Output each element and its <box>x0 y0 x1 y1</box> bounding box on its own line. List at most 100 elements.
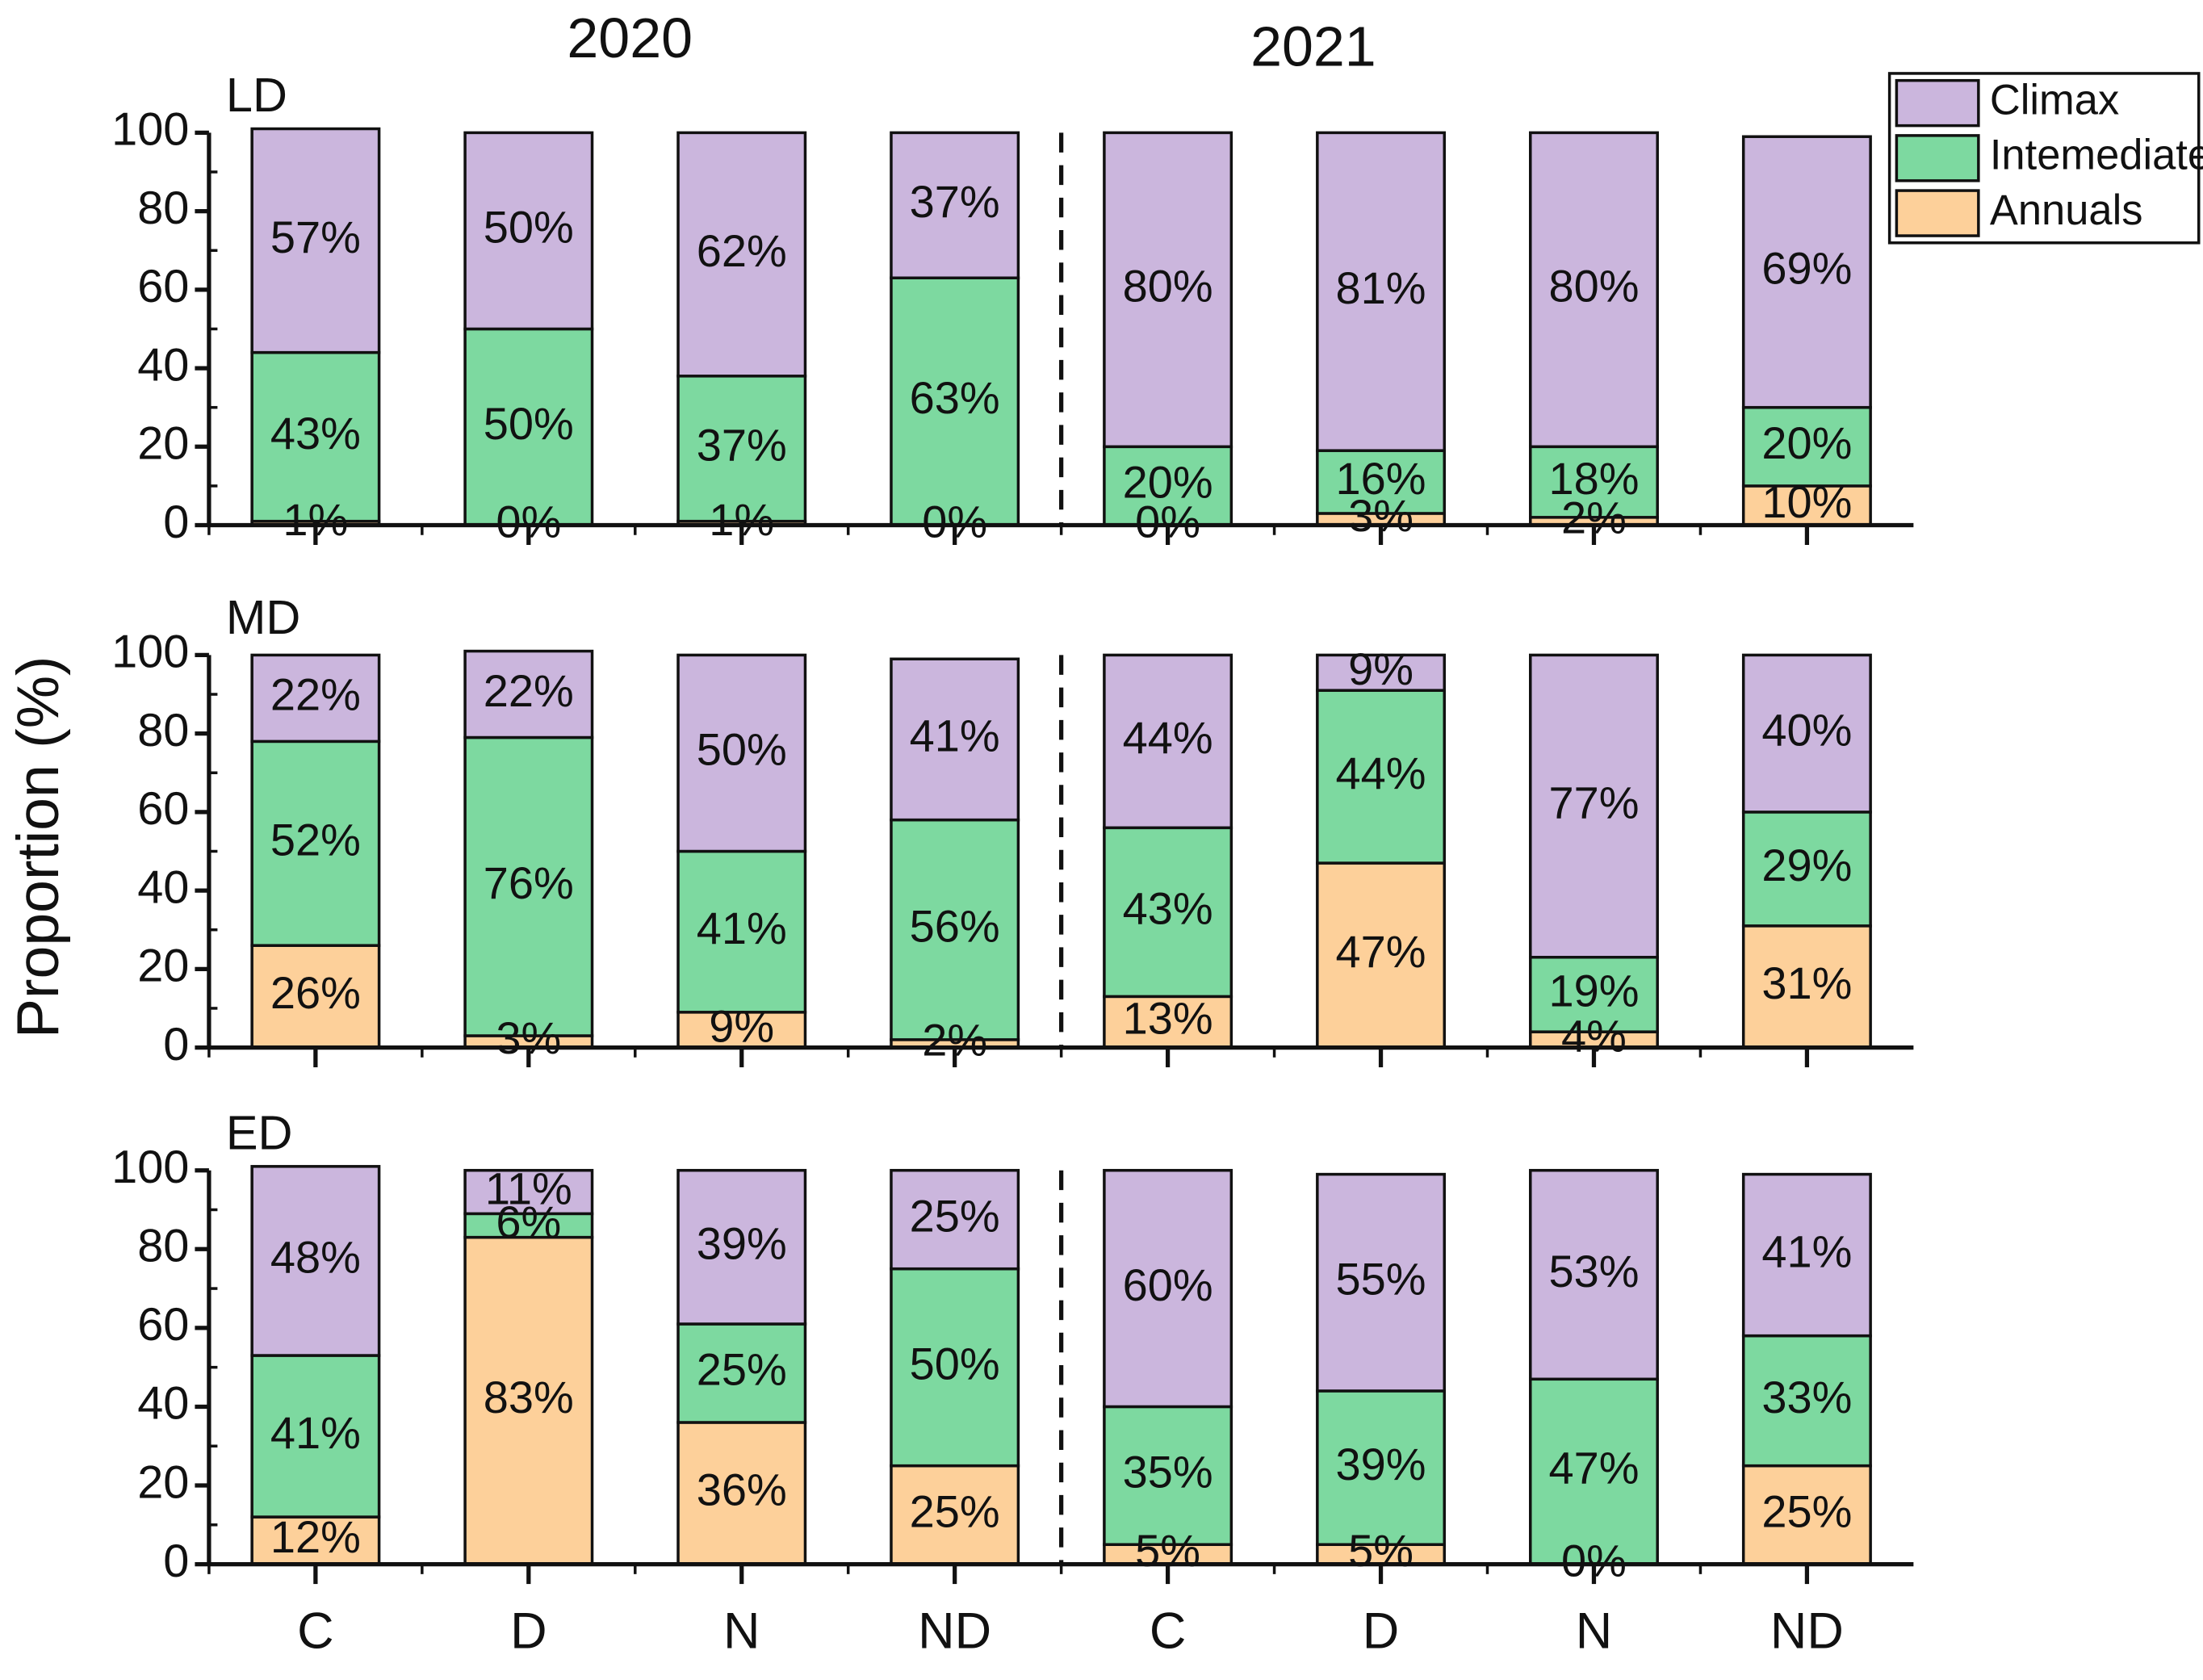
group-label: 2021 <box>1250 15 1376 78</box>
x-tick-label: ND <box>918 1603 991 1660</box>
data-label: 22% <box>484 665 574 716</box>
y-tick-label: 0 <box>163 1019 189 1070</box>
bar-segment <box>463 1168 594 1216</box>
x-tick-label: C <box>297 1603 333 1660</box>
data-label: 47% <box>1336 926 1426 977</box>
bar-segment <box>1316 1389 1447 1546</box>
legend-swatch <box>1895 134 1980 182</box>
data-label: 56% <box>910 901 1000 952</box>
bar-segment <box>676 653 807 853</box>
bar-segment <box>1741 1464 1872 1566</box>
bar-segment <box>250 350 381 523</box>
data-label: 39% <box>1336 1439 1426 1489</box>
x-tick-label: D <box>510 1603 547 1660</box>
legend-label: Climax <box>1990 78 2119 124</box>
bar-segment <box>1103 131 1233 449</box>
data-label: 50% <box>484 398 574 449</box>
data-label: 50% <box>697 724 787 775</box>
x-tick-label: C <box>1150 1603 1186 1660</box>
y-tick-label: 60 <box>137 1299 189 1351</box>
bar-segment <box>463 1235 594 1566</box>
data-label: 57% <box>270 212 361 262</box>
data-label: 16% <box>1336 453 1426 504</box>
y-tick-label: 20 <box>137 941 189 992</box>
data-label: 33% <box>1761 1372 1852 1422</box>
x-tick-label: ND <box>1770 1603 1844 1660</box>
data-label: 41% <box>270 1407 361 1458</box>
bar-segment <box>676 131 807 378</box>
bar-segment <box>1103 653 1233 830</box>
data-label: 69% <box>1761 243 1852 294</box>
bar-segment <box>463 327 594 527</box>
data-label: 12% <box>270 1511 361 1562</box>
data-label: 40% <box>1761 704 1852 755</box>
bar-segment <box>1741 135 1872 409</box>
data-label: 35% <box>1123 1447 1213 1498</box>
data-label: 25% <box>910 1190 1000 1241</box>
data-label: 20% <box>1123 457 1213 508</box>
bar-segment <box>1103 1168 1233 1409</box>
data-label: 44% <box>1336 748 1426 798</box>
bar-segment <box>676 849 807 1014</box>
bar-segment <box>890 276 1020 527</box>
data-label: 48% <box>270 1232 361 1283</box>
data-label: 6% <box>496 1196 561 1247</box>
data-label: 26% <box>270 967 361 1018</box>
bar-segment <box>250 127 381 354</box>
legend-swatch <box>1895 189 1980 237</box>
bar-segment <box>463 1212 594 1239</box>
data-label: 13% <box>1123 993 1213 1044</box>
bar-segment <box>1103 826 1233 999</box>
panel-title: MD <box>226 590 300 644</box>
data-label: 76% <box>484 857 574 908</box>
bar-segment <box>1529 653 1659 959</box>
data-label: 53% <box>1548 1246 1639 1297</box>
data-label: 11% <box>485 1163 572 1213</box>
data-label: 63% <box>910 372 1000 423</box>
bar-segment <box>463 649 594 739</box>
x-tick-label: N <box>1576 1603 1612 1660</box>
group-label: 2020 <box>567 6 693 69</box>
data-label: 47% <box>1548 1443 1639 1494</box>
bar-segment <box>890 131 1020 280</box>
data-label: 62% <box>697 225 787 276</box>
data-label: 37% <box>697 420 787 471</box>
data-label: 37% <box>910 176 1000 227</box>
bar-segment <box>890 1267 1020 1468</box>
bar-segment <box>1741 484 1872 527</box>
data-label: 43% <box>1123 883 1213 934</box>
y-tick-label: 60 <box>137 261 189 312</box>
legend-label: Annuals <box>1990 187 2143 234</box>
y-tick-label: 40 <box>137 1378 189 1430</box>
y-tick-label: 80 <box>137 182 189 234</box>
data-label: 41% <box>910 710 1000 761</box>
data-label: 77% <box>1548 777 1639 827</box>
y-tick-label: 20 <box>137 1456 189 1508</box>
y-axis-label: Proportion (%) <box>4 656 71 1038</box>
data-label: 41% <box>1761 1225 1852 1276</box>
data-label: 25% <box>697 1344 787 1395</box>
bar-segment <box>676 1421 807 1566</box>
data-label: 43% <box>270 408 361 459</box>
bar-segment <box>1741 1334 1872 1468</box>
bar-segment <box>1741 405 1872 488</box>
bar-segment <box>1103 1405 1233 1546</box>
data-label: 41% <box>697 903 787 953</box>
bar-segment <box>890 1168 1020 1271</box>
data-label: 25% <box>910 1485 1000 1536</box>
bar-segment <box>1529 445 1659 519</box>
data-label: 19% <box>1548 966 1639 1016</box>
bar-segment <box>1529 956 1659 1033</box>
x-tick-label: N <box>723 1603 760 1660</box>
data-label: 36% <box>697 1464 787 1515</box>
data-label: 9% <box>709 1000 774 1051</box>
data-label: 39% <box>697 1218 787 1269</box>
data-label: 60% <box>1123 1259 1213 1310</box>
data-label: 20% <box>1761 417 1852 468</box>
data-label: 31% <box>1761 957 1852 1008</box>
data-label: 50% <box>910 1338 1000 1389</box>
bar-segment <box>1103 995 1233 1049</box>
data-label: 55% <box>1336 1254 1426 1305</box>
data-label: 52% <box>270 815 361 865</box>
